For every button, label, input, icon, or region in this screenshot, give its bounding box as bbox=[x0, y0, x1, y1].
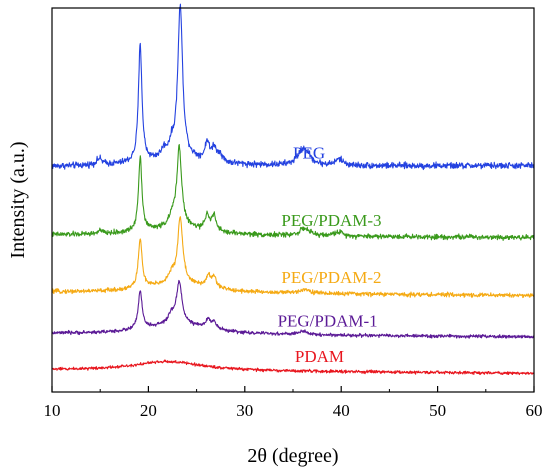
series-line-peg-pdam-1 bbox=[51, 279, 535, 339]
x-tick-label: 30 bbox=[236, 401, 253, 420]
x-axis-title: 2θ (degree) bbox=[247, 445, 338, 467]
series-line-peg-pdam-2 bbox=[51, 216, 535, 299]
series-layer bbox=[51, 3, 535, 376]
series-line-peg-pdam-3 bbox=[51, 144, 535, 241]
x-axis-ticks: 10 20 30 40 50 60 bbox=[44, 386, 543, 420]
x-tick-label: 50 bbox=[429, 401, 446, 420]
x-tick-label: 60 bbox=[526, 401, 543, 420]
x-tick-label: 20 bbox=[140, 401, 157, 420]
series-label-pdam: PDAM bbox=[295, 347, 344, 366]
series-label-peg-pdam-1: PEG/PDAM-1 bbox=[278, 312, 378, 331]
series-line-pdam bbox=[51, 359, 535, 376]
x-tick-label: 40 bbox=[333, 401, 350, 420]
series-line-peg bbox=[51, 3, 535, 171]
series-label-peg-pdam-3: PEG/PDAM-3 bbox=[281, 211, 381, 230]
x-tick-label: 10 bbox=[44, 401, 61, 420]
series-label-peg-pdam-2: PEG/PDAM-2 bbox=[281, 268, 381, 287]
series-labels: PEG PEG/PDAM-3 PEG/PDAM-2 PEG/PDAM-1 PDAM bbox=[278, 143, 382, 365]
y-axis-title: Intensity (a.u.) bbox=[7, 141, 29, 258]
series-label-peg: PEG bbox=[293, 143, 325, 162]
